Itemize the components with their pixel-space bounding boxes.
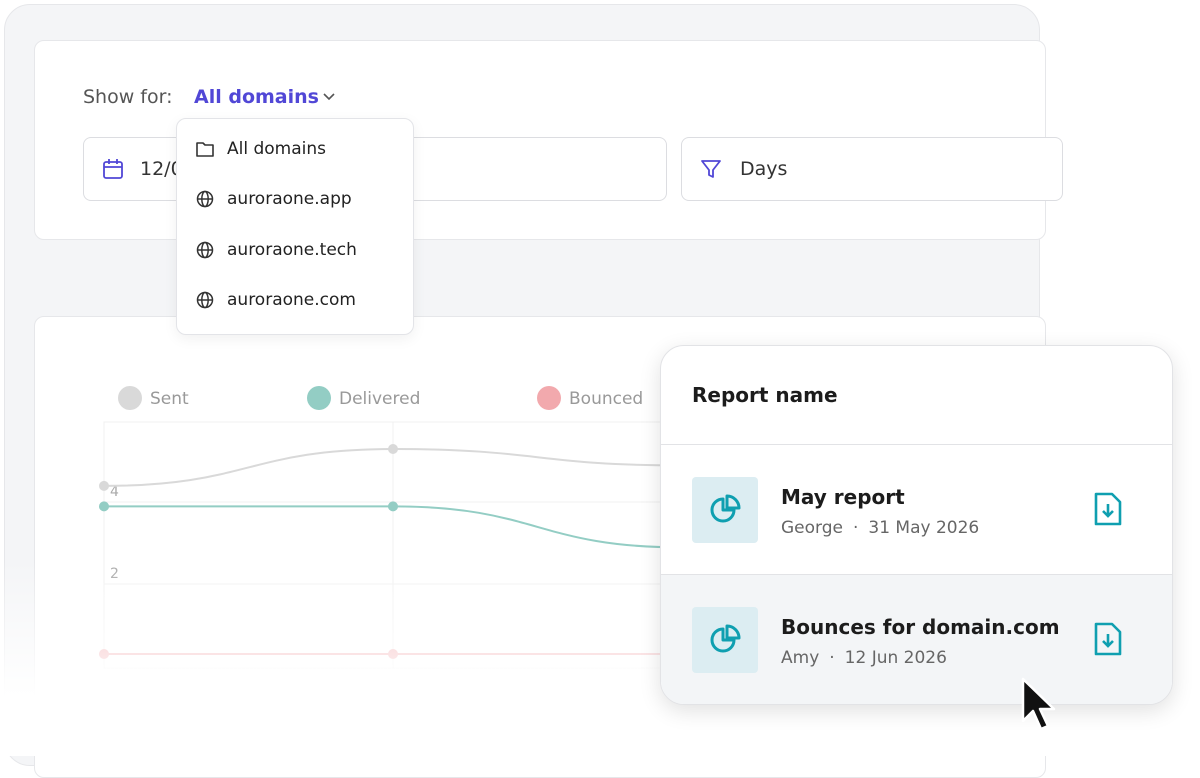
legend-label: Delivered (339, 389, 420, 409)
dropdown-item[interactable]: auroraone.com (195, 290, 356, 310)
chevron-icon (323, 93, 335, 101)
legend-dot (118, 386, 142, 410)
domain-select[interactable]: All domains (194, 86, 319, 108)
legend-dot (537, 386, 561, 410)
download-button[interactable] (1093, 492, 1123, 530)
report-row[interactable]: Bounces for domain.com Amy · 12 Jun 2026 (661, 574, 1172, 704)
download-icon (1094, 492, 1122, 526)
report-icon (692, 607, 758, 673)
page: Show for: All domains 12/0 Days 24SentDe… (0, 4, 1200, 778)
period-field[interactable]: Days (681, 137, 1063, 201)
report-author: George (781, 518, 843, 538)
dropdown-item[interactable]: auroraone.tech (195, 240, 357, 260)
y-tick-label: 4 (110, 484, 119, 500)
point (99, 501, 109, 512)
report-name: Bounces for domain.com (781, 615, 1060, 639)
filter-icon (701, 160, 721, 178)
reports-header: Report name (692, 383, 838, 407)
report-meta: George · 31 May 2026 (781, 518, 979, 538)
download-icon (1094, 622, 1122, 656)
dropdown-item[interactable]: auroraone.app (195, 189, 352, 209)
item-label: auroraone.app (227, 189, 352, 209)
chart-icon (710, 624, 741, 653)
download-button[interactable] (1093, 622, 1123, 660)
separator: · (829, 648, 835, 668)
legend-dot (307, 386, 331, 410)
date-value: 12/0 (140, 158, 183, 180)
item-label: auroraone.tech (227, 240, 357, 260)
report-date: 31 May 2026 (868, 518, 980, 538)
report-row[interactable]: May report George · 31 May 2026 (661, 444, 1172, 575)
period-value: Days (740, 158, 788, 180)
point (99, 480, 109, 491)
globe-icon (196, 291, 214, 309)
report-date: 12 Jun 2026 (844, 648, 947, 668)
cursor (1021, 677, 1056, 731)
separator: · (852, 518, 859, 538)
globe-icon (196, 190, 214, 208)
point (388, 501, 398, 512)
legend-label: Sent (150, 389, 189, 409)
legend-label: Bounced (569, 389, 643, 409)
point (388, 444, 398, 454)
report-author: Amy (781, 648, 820, 668)
calendar-icon (103, 159, 123, 179)
reports-card: Report name May report George · 31 May 202… (660, 345, 1173, 705)
domain-dropdown: All domains auroraone.app auroraone.tech… (176, 118, 414, 335)
chart-icon (710, 494, 741, 523)
item-label: auroraone.com (227, 290, 356, 310)
dropdown-item[interactable]: All domains (195, 139, 326, 159)
report-meta: Amy · 12 Jun 2026 (781, 648, 947, 668)
filter-label: Show for: (83, 86, 173, 108)
item-label: All domains (227, 139, 327, 159)
report-icon (692, 477, 758, 543)
report-name: May report (781, 485, 905, 509)
globe-icon (196, 241, 214, 259)
folder-icon (196, 142, 214, 157)
